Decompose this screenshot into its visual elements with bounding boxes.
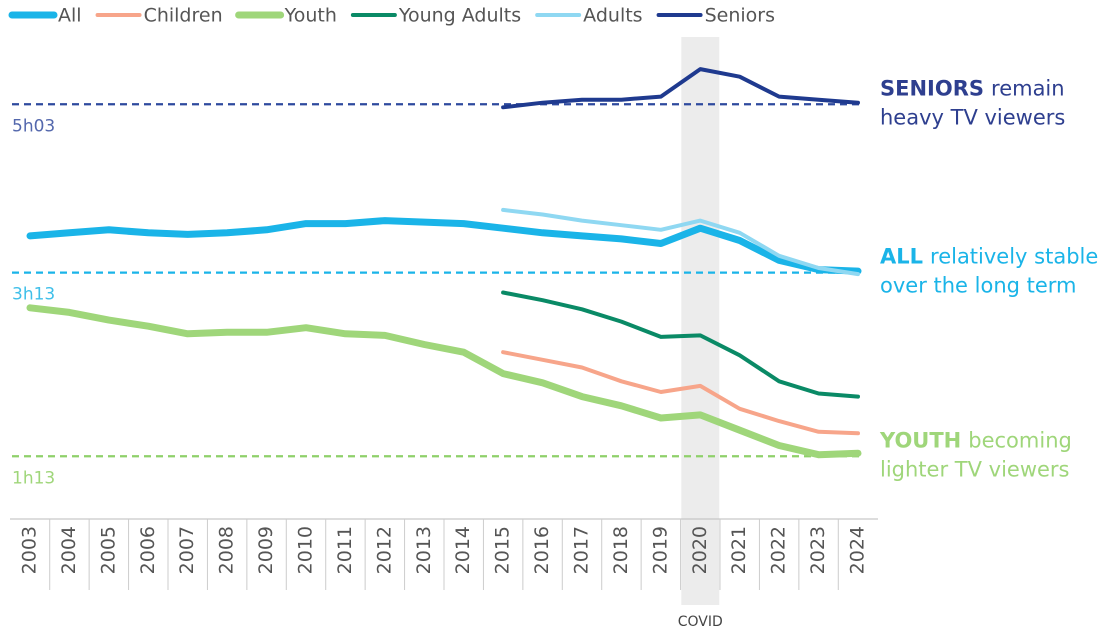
legend-label: Youth	[284, 5, 337, 27]
x-tick-label: 2006	[137, 526, 159, 574]
annotation: SENIORS remain	[880, 76, 1065, 100]
x-tick-label: 2011	[334, 526, 356, 574]
legend-label: Adults	[583, 5, 642, 27]
x-tick-label: 2023	[807, 526, 829, 574]
x-tick-label: 2010	[295, 526, 317, 574]
series-line	[26, 304, 862, 459]
series-line	[501, 350, 860, 436]
x-tick-label: 2018	[610, 526, 632, 574]
annotation-text: relatively stable	[930, 245, 1098, 269]
covid-label: COVID	[678, 614, 723, 630]
reference-label: 5h03	[12, 116, 55, 136]
x-tick-label: 2024	[847, 526, 869, 574]
covid-band	[681, 37, 720, 605]
x-tick-label: 2003	[19, 526, 41, 574]
x-tick-label: 2022	[768, 526, 790, 574]
x-tick-label: 2021	[728, 526, 750, 574]
annotation-text: heavy TV viewers	[880, 105, 1065, 129]
legend-label: Seniors	[705, 5, 775, 27]
x-tick-label: 2020	[689, 526, 711, 574]
x-tick-label: 2004	[58, 526, 80, 574]
series-line	[26, 217, 862, 275]
x-tick-label: 2012	[373, 526, 395, 574]
x-tick-label: 2014	[452, 526, 474, 574]
x-tick-label: 2008	[216, 526, 238, 574]
annotation-text: remain	[991, 76, 1065, 100]
legend-label: All	[58, 5, 82, 27]
x-tick-label: 2005	[97, 526, 119, 574]
legend-label: Children	[144, 5, 223, 27]
reference-label: 3h13	[12, 285, 55, 305]
series-line	[501, 290, 860, 399]
annotation-highlight: ALL	[880, 245, 923, 269]
x-tick-label: 2019	[649, 526, 671, 574]
x-tick-label: 2009	[255, 526, 277, 574]
annotation-text: over the long term	[880, 274, 1077, 298]
x-tick-label: 2013	[413, 526, 435, 574]
series-line	[501, 207, 860, 277]
x-tick-label: 2015	[492, 526, 514, 574]
x-tick-label: 2007	[176, 526, 198, 574]
series-line	[501, 67, 860, 110]
x-tick-label: 2017	[571, 526, 593, 574]
annotation: ALL relatively stable	[880, 245, 1098, 269]
annotation: YOUTH becoming	[879, 428, 1072, 452]
legend-label: Young Adults	[398, 5, 521, 27]
x-tick-label: 2016	[531, 526, 553, 574]
reference-label: 1h13	[12, 468, 55, 488]
annotation-text: becoming	[968, 428, 1072, 452]
annotation-highlight: YOUTH	[879, 428, 961, 452]
annotation-highlight: SENIORS	[880, 76, 984, 100]
annotation-text: lighter TV viewers	[880, 457, 1070, 481]
